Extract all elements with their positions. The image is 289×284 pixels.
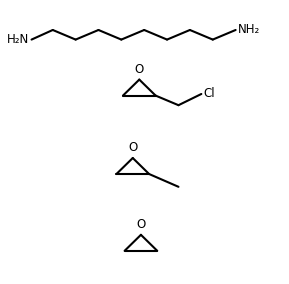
Text: Cl: Cl [204,87,215,101]
Text: NH₂: NH₂ [238,24,260,36]
Text: O: O [136,218,146,231]
Text: O: O [128,141,137,154]
Text: O: O [135,63,144,76]
Text: H₂N: H₂N [7,33,29,46]
